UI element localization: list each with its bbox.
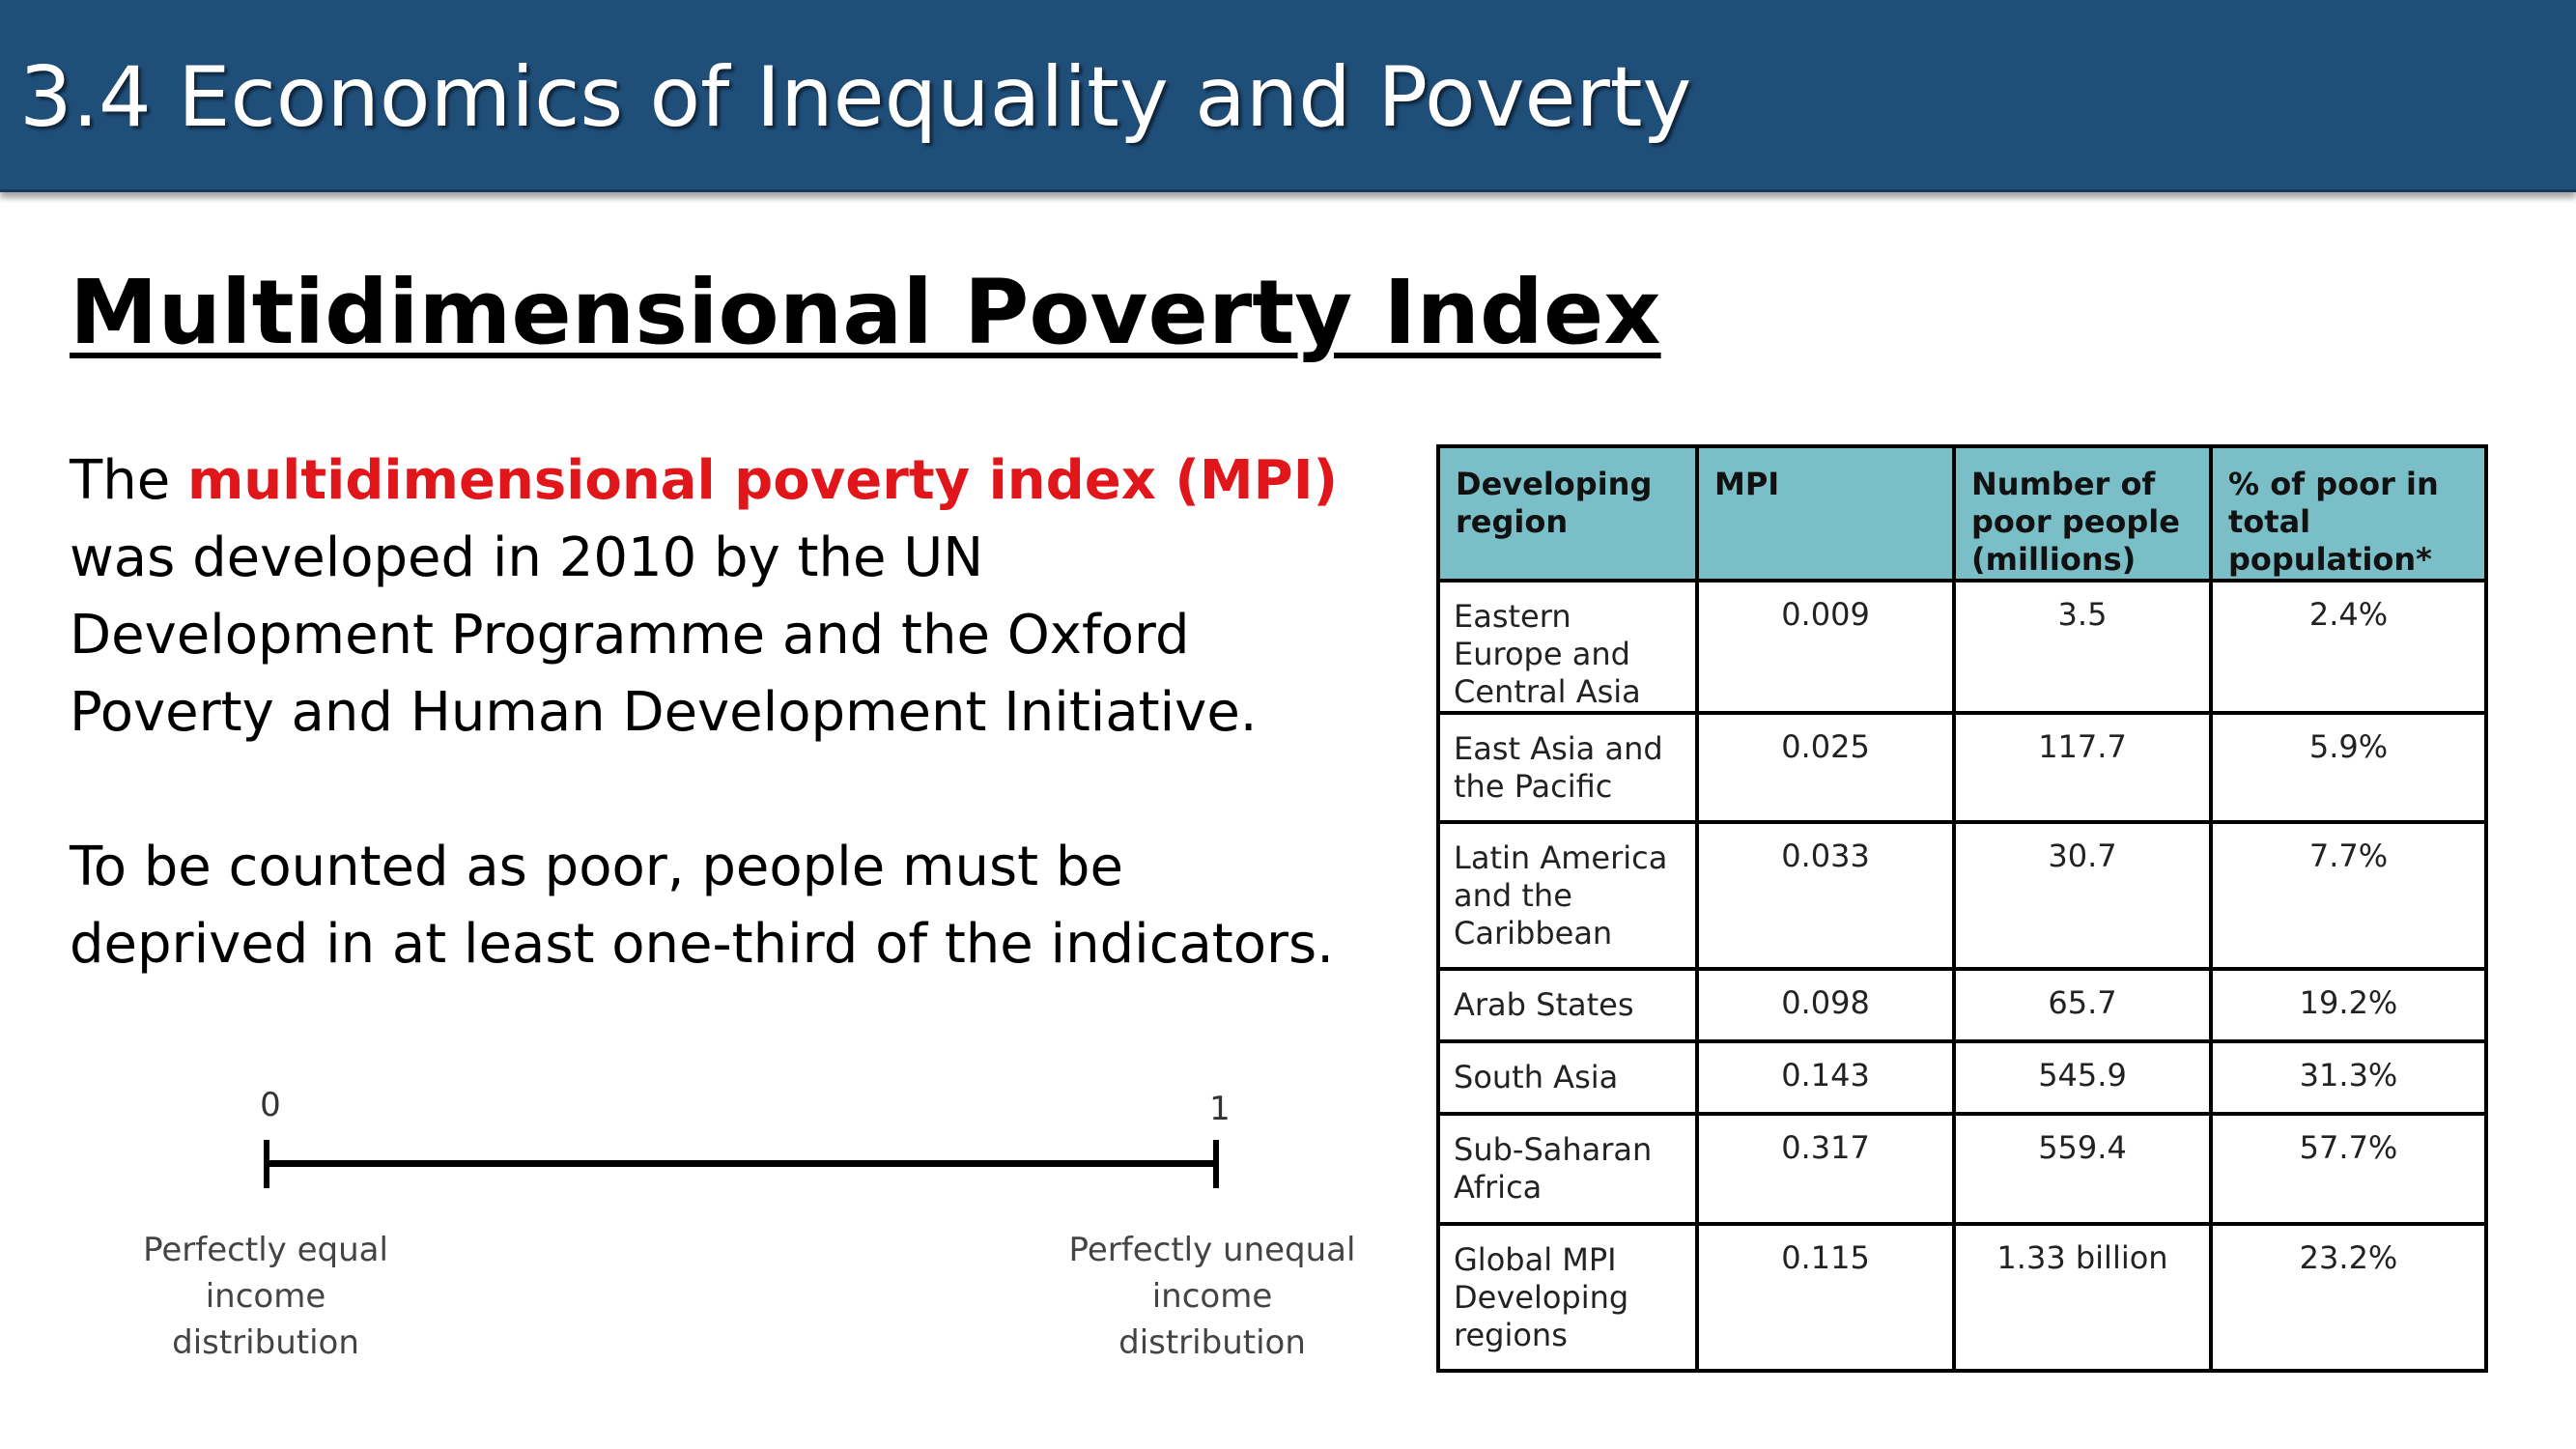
mpi-cell: 0.098 — [1695, 967, 1956, 1043]
poor-people-cell: 117.7 — [1952, 711, 2213, 824]
column-header-poor-percent: % of poor in total population* — [2209, 444, 2488, 582]
poor-percent-cell: 5.9% — [2209, 711, 2488, 824]
table-row: South Asia 0.143 545.9 31.3% — [1436, 1039, 2488, 1116]
poor-percent-cell: 7.7% — [2209, 820, 2488, 971]
slide-section-title: 3.4 Economics of Inequality and Poverty — [19, 49, 1692, 146]
poor-people-cell: 559.4 — [1952, 1112, 2213, 1226]
region-cell: Latin America and the Caribbean — [1436, 820, 1699, 971]
region-cell: Global MPI Developing regions — [1436, 1222, 1699, 1373]
table-row: Eastern Europe and Central Asia 0.009 3.… — [1436, 579, 2488, 715]
table-row: East Asia and the Pacific 0.025 117.7 5.… — [1436, 711, 2488, 824]
scale-left-tick — [264, 1140, 269, 1188]
scale-min-label: 0 — [260, 1086, 281, 1124]
poor-people-cell: 30.7 — [1952, 820, 2213, 971]
scale-max-caption: Perfectly unequal income distribution — [1068, 1231, 1356, 1362]
region-cell: South Asia — [1436, 1039, 1699, 1116]
table-row: Sub-Saharan Africa 0.317 559.4 57.7% — [1436, 1112, 2488, 1226]
poor-people-cell: 3.5 — [1952, 579, 2213, 715]
mpi-cell: 0.317 — [1695, 1112, 1956, 1226]
region-cell: Arab States — [1436, 967, 1699, 1043]
scale-right-tick — [1213, 1140, 1219, 1188]
paragraph-lead: The — [70, 449, 187, 512]
scale-min-caption: Perfectly equal income distribution — [143, 1231, 388, 1362]
poor-percent-cell: 2.4% — [2209, 579, 2488, 715]
table-row: Global MPI Developing regions 0.115 1.33… — [1436, 1222, 2488, 1373]
poor-people-cell: 545.9 — [1952, 1039, 2213, 1116]
mpi-definition-paragraph: The multidimensional poverty index (MPI)… — [70, 442, 1364, 752]
poor-percent-cell: 19.2% — [2209, 967, 2488, 1043]
paragraph-rest: was developed in 2010 by the UN Developm… — [70, 526, 1258, 744]
mpi-cell: 0.143 — [1695, 1039, 1956, 1116]
mpi-cell: 0.033 — [1695, 820, 1956, 971]
table-row: Latin America and the Caribbean 0.033 30… — [1436, 820, 2488, 971]
mpi-cell: 0.115 — [1695, 1222, 1956, 1373]
mpi-region-table: Developing region MPI Number of poor peo… — [1436, 444, 2488, 1373]
column-header-poor-people: Number of poor people (millions) — [1952, 444, 2213, 582]
slide-heading: Multidimensional Poverty Index — [70, 261, 1661, 364]
region-cell: East Asia and the Pacific — [1436, 711, 1699, 824]
column-header-region: Developing region — [1436, 444, 1699, 582]
scale-line — [266, 1160, 1217, 1167]
region-cell: Eastern Europe and Central Asia — [1436, 579, 1699, 715]
poor-people-cell: 1.33 billion — [1952, 1222, 2213, 1373]
poor-percent-cell: 31.3% — [2209, 1039, 2488, 1116]
column-header-mpi: MPI — [1695, 444, 1956, 582]
table-header-row: Developing region MPI Number of poor peo… — [1436, 444, 2488, 582]
poor-people-cell: 65.7 — [1952, 967, 2213, 1043]
table-row: Arab States 0.098 65.7 19.2% — [1436, 967, 2488, 1043]
mpi-cell: 0.009 — [1695, 579, 1956, 715]
scale-max-label: 1 — [1209, 1090, 1231, 1128]
body-text: The multidimensional poverty index (MPI)… — [70, 442, 1364, 983]
title-bar: 3.4 Economics of Inequality and Poverty — [0, 0, 2576, 192]
region-cell: Sub-Saharan Africa — [1436, 1112, 1699, 1226]
poor-percent-cell: 23.2% — [2209, 1222, 2488, 1373]
poor-percent-cell: 57.7% — [2209, 1112, 2488, 1226]
mpi-term: multidimensional poverty index (MPI) — [186, 449, 1339, 512]
poverty-threshold-paragraph: To be counted as poor, people must be de… — [70, 836, 1335, 976]
mpi-cell: 0.025 — [1695, 711, 1956, 824]
